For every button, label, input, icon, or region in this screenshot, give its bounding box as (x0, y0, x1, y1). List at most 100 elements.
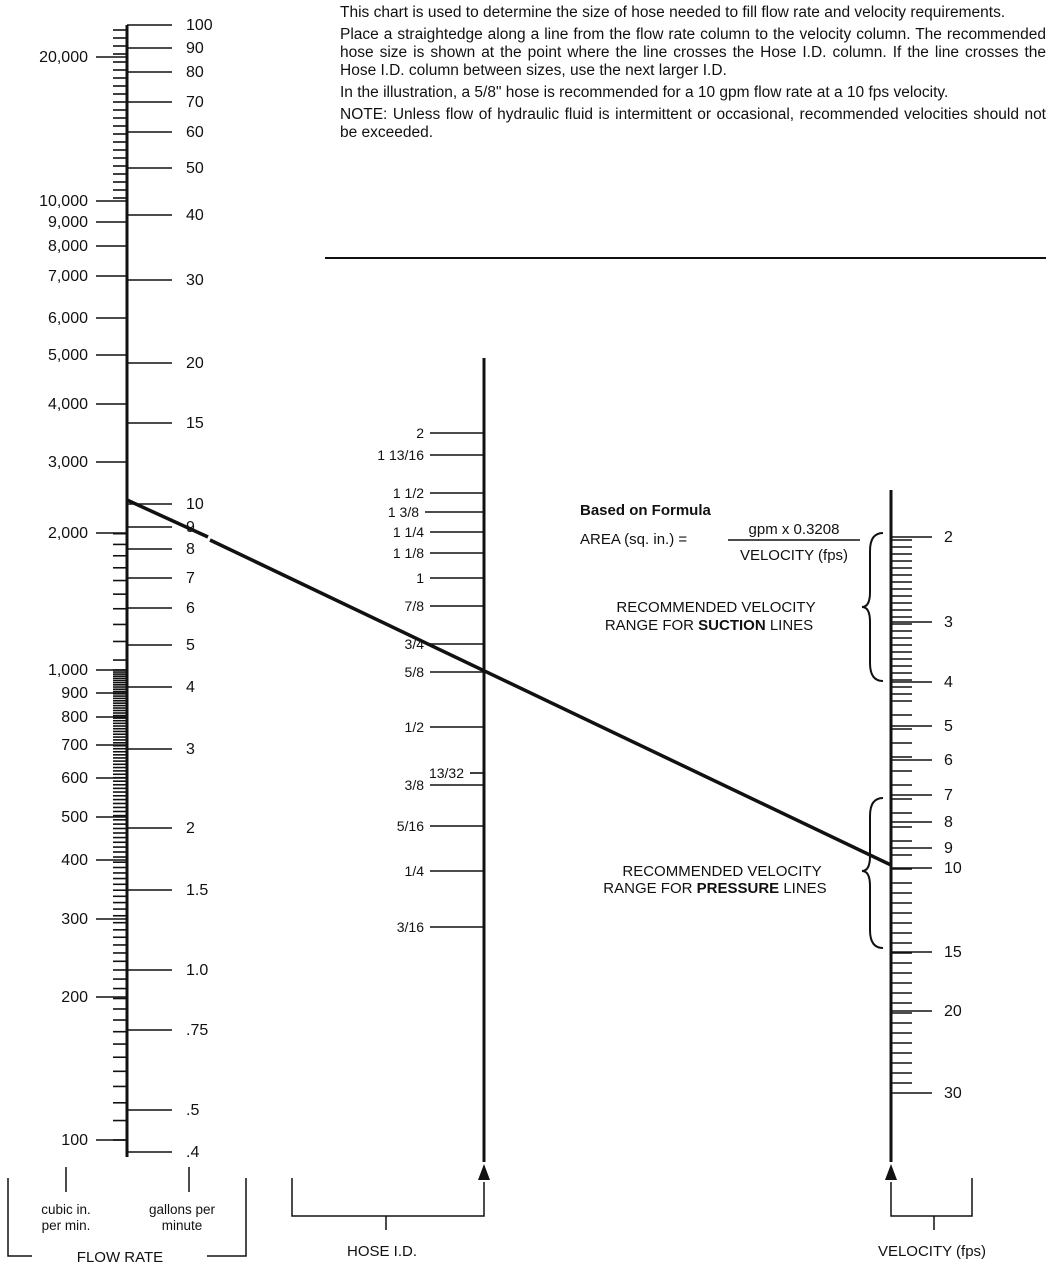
velocity-title: VELOCITY (fps) (878, 1243, 986, 1260)
velocity-label: 10 (944, 860, 962, 877)
suction-label-line2: RANGE FOR SUCTION LINES (605, 617, 813, 634)
cim-label: 700 (61, 737, 88, 754)
flow-rate-title: FLOW RATE (77, 1249, 163, 1266)
velocity-scale: 2 3 4 5 6 7 8 9 10 15 20 30 (891, 529, 962, 1102)
gpm-label: 50 (186, 160, 204, 177)
hose-id-label: 1 1/4 (393, 524, 424, 540)
cim-label: 6,000 (48, 310, 88, 327)
gpm-label: .75 (186, 1022, 208, 1039)
gpm-label: 3 (186, 741, 195, 758)
velocity-label: 2 (944, 529, 953, 546)
hose-id-label: 1 1/2 (393, 485, 424, 501)
cim-label: 900 (61, 685, 88, 702)
velocity-label: 15 (944, 944, 962, 961)
cim-caption-line1: cubic in. (41, 1202, 91, 1217)
intro-paragraph-2: Place a straightedge along a line from t… (340, 26, 1046, 79)
hose-id-label: 1/4 (405, 863, 425, 879)
velocity-label: 3 (944, 614, 953, 631)
intro-paragraph-1: This chart is used to determine the size… (340, 4, 1006, 21)
gpm-label: 6 (186, 600, 195, 617)
cim-label: 20,000 (39, 49, 88, 66)
velocity-label: 9 (944, 840, 953, 857)
cim-label: 10,000 (39, 193, 88, 210)
pressure-range-brace (861, 797, 884, 949)
gpm-label: 60 (186, 124, 204, 141)
gpm-label: 1.5 (186, 882, 208, 899)
formula-numerator: gpm x 0.3208 (749, 521, 840, 538)
gpm-label: 5 (186, 637, 195, 654)
velocity-label: 6 (944, 752, 953, 769)
gpm-label: 70 (186, 94, 204, 111)
gpm-label: 7 (186, 570, 195, 587)
example-line-a (126, 498, 209, 539)
gpm-label: .5 (186, 1102, 199, 1119)
hose-id-title: HOSE I.D. (347, 1243, 417, 1260)
hose-id-bracket (291, 1178, 485, 1217)
cim-label: 200 (61, 989, 88, 1006)
cim-label: 2,000 (48, 525, 88, 542)
suction-range-brace (861, 532, 884, 682)
cim-label: 100 (61, 1132, 88, 1149)
gpm-scale: 10090807060504030201510987654321.51.0.75… (127, 17, 213, 1161)
gpm-caption-line1: gallons per (149, 1202, 216, 1217)
cim-scale: 20,000 10,000 9,000 8,000 7,000 6,000 5,000 4,0… (39, 49, 127, 1149)
gpm-label: 10 (186, 496, 204, 513)
gpm-label: 8 (186, 541, 195, 558)
hose-id-label: 5/16 (397, 818, 424, 834)
velocity-label: 8 (944, 814, 953, 831)
gpm-label: 80 (186, 64, 204, 81)
gpm-label: 2 (186, 820, 195, 837)
velocity-label: 30 (944, 1085, 962, 1102)
formula-denominator: VELOCITY (fps) (740, 547, 848, 564)
hose-id-label: 1 3/8 (388, 504, 419, 520)
hose-id-label: 1/2 (405, 719, 425, 735)
gpm-label: 100 (186, 17, 213, 34)
gpm-caption-line2: minute (162, 1218, 203, 1233)
hose-id-label: 1 (416, 570, 424, 586)
intro-text: This chart is used to determine the size… (340, 4, 1046, 146)
cim-label: 7,000 (48, 268, 88, 285)
intro-paragraph-3: In the illustration, a 5/8" hose is reco… (340, 84, 949, 101)
velocity-label: 4 (944, 674, 953, 691)
velocity-minor-ticks (891, 539, 912, 1084)
cim-label: 500 (61, 809, 88, 826)
gpm-label: 30 (186, 272, 204, 289)
gpm-label: 90 (186, 40, 204, 57)
hose-id-label: 1 13/16 (377, 447, 424, 463)
cim-caption-line2: per min. (42, 1218, 91, 1233)
cim-label: 300 (61, 911, 88, 928)
cim-label: 400 (61, 852, 88, 869)
flow-rate-footer (7, 1167, 247, 1257)
hose-id-label: 3/8 (405, 777, 425, 793)
hose-id-label: 2 (416, 425, 424, 441)
suction-label-line1: RECOMMENDED VELOCITY (616, 599, 815, 616)
velocity-label: 7 (944, 787, 953, 804)
cim-label: 3,000 (48, 454, 88, 471)
hose-id-label: 1 1/8 (393, 545, 424, 561)
cim-label: 800 (61, 709, 88, 726)
formula-lhs: AREA (sq. in.) = (580, 531, 687, 548)
cim-label: 1,000 (48, 662, 88, 679)
cim-label: 9,000 (48, 214, 88, 231)
hose-id-arrow-icon (478, 1164, 490, 1180)
hose-id-label: 13/32 (429, 765, 464, 781)
example-line-b (209, 538, 892, 867)
gpm-label: 1.0 (186, 962, 208, 979)
cim-label: 4,000 (48, 396, 88, 413)
gpm-label: 20 (186, 355, 204, 372)
formula-heading: Based on Formula (580, 502, 712, 519)
intro-paragraph-4: NOTE: Unless flow of hydraulic fluid is … (340, 106, 1046, 141)
gpm-label: 4 (186, 679, 195, 696)
gpm-label: 40 (186, 207, 204, 224)
velocity-arrow-icon (885, 1164, 897, 1180)
velocity-label: 20 (944, 1003, 962, 1020)
hose-id-label: 3/16 (397, 919, 424, 935)
gpm-label: 15 (186, 415, 204, 432)
velocity-label: 5 (944, 718, 953, 735)
flow-rate-minor-ticks (113, 29, 127, 1141)
hose-id-scale: 21 13/161 1/21 3/81 1/41 1/817/83/45/81/… (377, 425, 484, 935)
velocity-bracket (890, 1178, 973, 1217)
cim-label: 600 (61, 770, 88, 787)
hose-id-label: 7/8 (405, 598, 425, 614)
